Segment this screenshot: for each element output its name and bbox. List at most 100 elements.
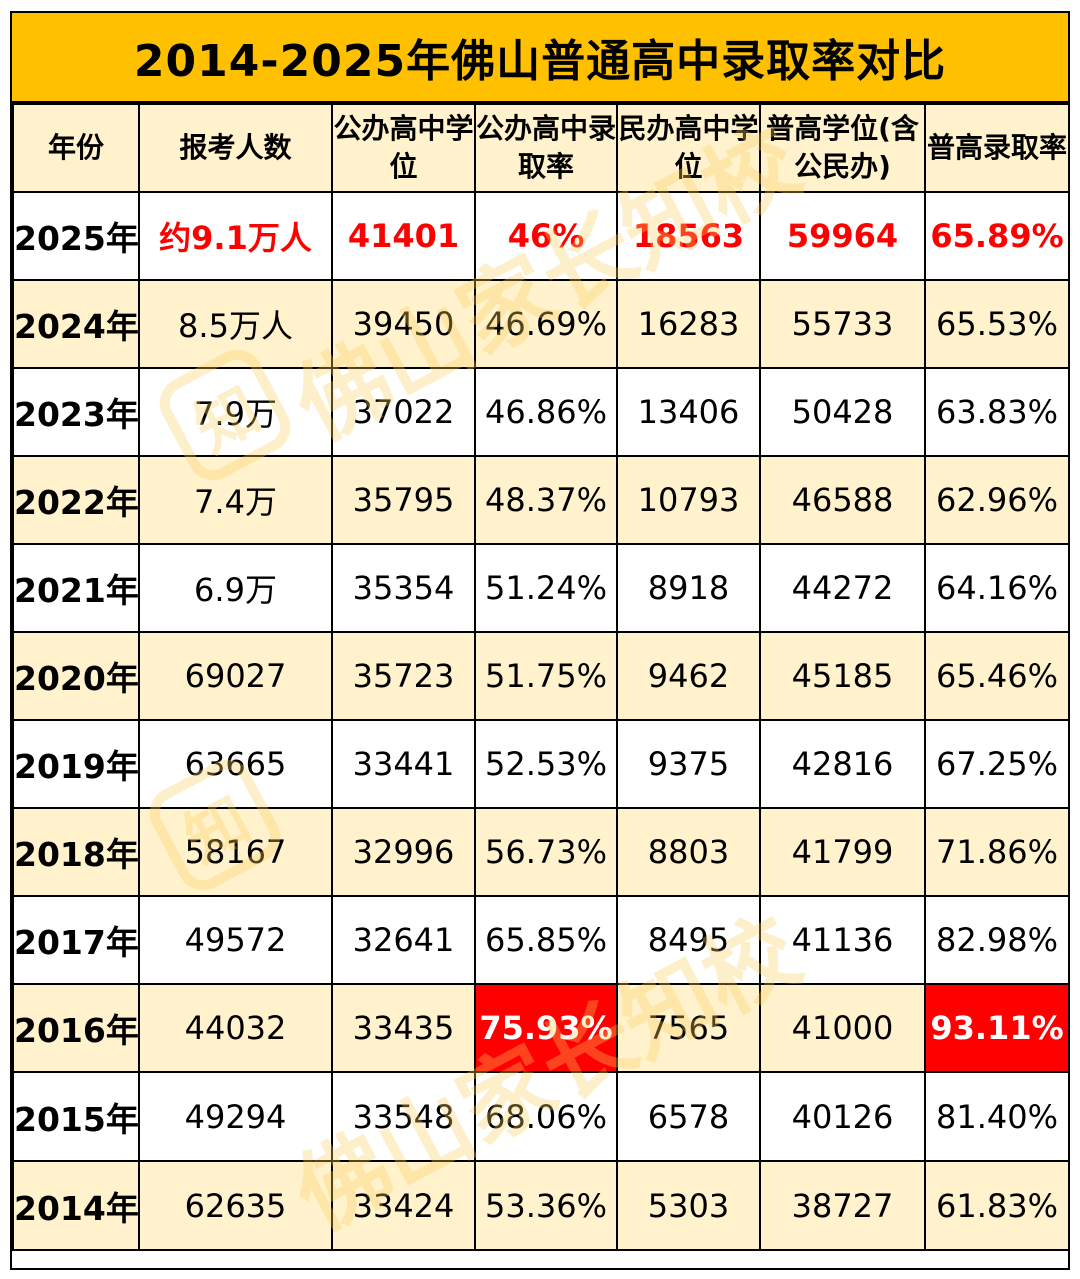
table-row: 2017年 49572 32641 65.85% 8495 41136 82.98%	[12, 895, 1070, 985]
table-title: 2014-2025年佛山普通高中录取率对比	[12, 13, 1068, 103]
cell-year: 2024年	[12, 279, 140, 369]
cell-total-seats: 44272	[759, 543, 926, 633]
table-row: 2021年 6.9万 35354 51.24% 8918 44272 64.16%	[12, 543, 1070, 633]
cell-total-rate: 71.86%	[924, 807, 1070, 897]
cell-public-rate: 68.06%	[474, 1071, 618, 1162]
cell-private-seats: 8803	[616, 807, 761, 897]
cell-applicants: 58167	[138, 807, 333, 897]
cell-total-seats: 42816	[759, 719, 926, 809]
cell-public-seats: 35723	[331, 631, 476, 721]
cell-public-seats: 37022	[331, 367, 476, 457]
cell-year: 2021年	[12, 543, 140, 633]
cell-public-rate: 46.69%	[474, 279, 618, 369]
cell-applicants: 63665	[138, 719, 333, 809]
table-row: 2018年 58167 32996 56.73% 8803 41799 71.86%	[12, 807, 1070, 897]
cell-year: 2020年	[12, 631, 140, 721]
cell-total-rate: 65.53%	[924, 279, 1070, 369]
cell-year: 2017年	[12, 895, 140, 985]
cell-applicants: 44032	[138, 983, 333, 1073]
cell-year: 2016年	[12, 983, 140, 1073]
cell-public-seats: 35354	[331, 543, 476, 633]
header-total-seats: 普高学位(含公民办)	[759, 103, 926, 193]
cell-public-rate: 46%	[474, 191, 618, 281]
cell-public-rate: 46.86%	[474, 367, 618, 457]
table-row: 2020年 69027 35723 51.75% 9462 45185 65.46%	[12, 631, 1070, 721]
table-frame: 2014-2025年佛山普通高中录取率对比 年份 报考人数 公办高中学位 公办高…	[10, 11, 1070, 1270]
cell-applicants: 7.9万	[138, 367, 333, 457]
cell-private-seats: 7565	[616, 983, 761, 1073]
table-row: 2015年 49294 33548 68.06% 6578 40126 81.40%	[12, 1071, 1070, 1162]
cell-applicants: 6.9万	[138, 543, 333, 633]
header-public-rate: 公办高中录取率	[474, 103, 618, 193]
cell-applicants: 69027	[138, 631, 333, 721]
cell-year: 2025年	[12, 191, 140, 281]
cell-public-seats: 39450	[331, 279, 476, 369]
cell-public-seats: 33548	[331, 1071, 476, 1162]
cell-total-rate: 64.16%	[924, 543, 1070, 633]
cell-private-seats: 8495	[616, 895, 761, 985]
header-total-rate: 普高录取率	[924, 103, 1070, 193]
cell-year: 2022年	[12, 455, 140, 545]
cell-public-seats: 33424	[331, 1160, 476, 1251]
cell-total-rate: 61.83%	[924, 1160, 1070, 1251]
cell-applicants: 约9.1万人	[138, 191, 333, 281]
header-row: 年份 报考人数 公办高中学位 公办高中录取率 民办高中学位 普高学位(含公民办)…	[12, 103, 1070, 193]
table-row: 2025年 约9.1万人 41401 46% 18563 59964 65.89%	[12, 191, 1070, 281]
cell-total-seats: 50428	[759, 367, 926, 457]
cell-total-rate: 81.40%	[924, 1071, 1070, 1162]
cell-total-seats: 59964	[759, 191, 926, 281]
cell-public-rate: 48.37%	[474, 455, 618, 545]
cell-total-rate: 82.98%	[924, 895, 1070, 985]
cell-applicants: 62635	[138, 1160, 333, 1251]
cell-public-rate: 65.85%	[474, 895, 618, 985]
cell-private-seats: 9462	[616, 631, 761, 721]
cell-public-rate: 53.36%	[474, 1160, 618, 1251]
cell-applicants: 8.5万人	[138, 279, 333, 369]
cell-total-seats: 41799	[759, 807, 926, 897]
cell-year: 2015年	[12, 1071, 140, 1162]
cell-total-seats: 38727	[759, 1160, 926, 1251]
cell-total-seats: 41000	[759, 983, 926, 1073]
cell-applicants: 49572	[138, 895, 333, 985]
cell-public-seats: 32641	[331, 895, 476, 985]
cell-private-seats: 8918	[616, 543, 761, 633]
table-row: 2014年 62635 33424 53.36% 5303 38727 61.83%	[12, 1160, 1070, 1251]
cell-total-rate: 62.96%	[924, 455, 1070, 545]
cell-private-seats: 6578	[616, 1071, 761, 1162]
cell-public-rate: 56.73%	[474, 807, 618, 897]
header-private-seats: 民办高中学位	[616, 103, 761, 193]
cell-public-seats: 32996	[331, 807, 476, 897]
cell-total-rate: 93.11%	[924, 983, 1070, 1073]
cell-applicants: 7.4万	[138, 455, 333, 545]
cell-private-seats: 16283	[616, 279, 761, 369]
table-row: 2022年 7.4万 35795 48.37% 10793 46588 62.96%	[12, 455, 1070, 545]
cell-total-seats: 41136	[759, 895, 926, 985]
cell-private-seats: 9375	[616, 719, 761, 809]
cell-private-seats: 13406	[616, 367, 761, 457]
cell-public-seats: 33441	[331, 719, 476, 809]
cell-total-seats: 45185	[759, 631, 926, 721]
cell-private-seats: 18563	[616, 191, 761, 281]
table-row: 2024年 8.5万人 39450 46.69% 16283 55733 65.53%	[12, 279, 1070, 369]
cell-public-rate: 75.93%	[474, 983, 618, 1073]
cell-total-seats: 40126	[759, 1071, 926, 1162]
table-row: 2023年 7.9万 37022 46.86% 13406 50428 63.83%	[12, 367, 1070, 457]
cell-year: 2023年	[12, 367, 140, 457]
table-row: 2016年 44032 33435 75.93% 7565 41000 93.11%	[12, 983, 1070, 1073]
header-public-seats: 公办高中学位	[331, 103, 476, 193]
cell-public-seats: 35795	[331, 455, 476, 545]
cell-year: 2014年	[12, 1160, 140, 1251]
cell-total-rate: 67.25%	[924, 719, 1070, 809]
cell-private-seats: 10793	[616, 455, 761, 545]
header-year: 年份	[12, 103, 140, 193]
cell-public-seats: 41401	[331, 191, 476, 281]
header-applicants: 报考人数	[138, 103, 333, 193]
cell-applicants: 49294	[138, 1071, 333, 1162]
cell-total-rate: 63.83%	[924, 367, 1070, 457]
cell-total-seats: 46588	[759, 455, 926, 545]
cell-year: 2018年	[12, 807, 140, 897]
cell-public-rate: 51.24%	[474, 543, 618, 633]
cell-year: 2019年	[12, 719, 140, 809]
admission-rate-table: 年份 报考人数 公办高中学位 公办高中录取率 民办高中学位 普高学位(含公民办)…	[12, 103, 1070, 1251]
table-row: 2019年 63665 33441 52.53% 9375 42816 67.25%	[12, 719, 1070, 809]
